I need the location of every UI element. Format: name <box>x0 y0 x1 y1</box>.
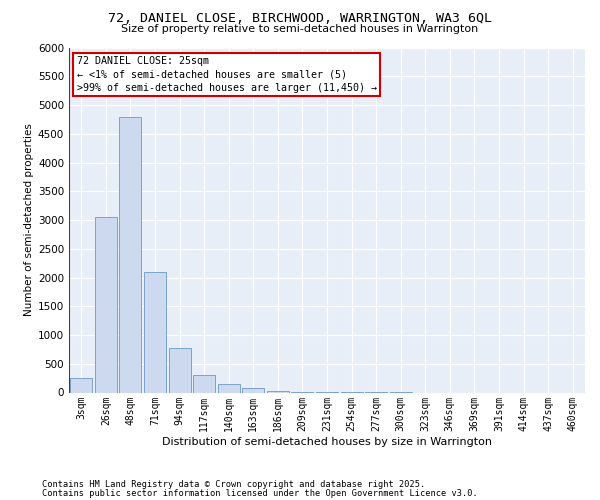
Bar <box>169 348 191 393</box>
Bar <box>70 378 92 392</box>
Bar <box>119 116 142 392</box>
Bar <box>144 272 166 392</box>
X-axis label: Distribution of semi-detached houses by size in Warrington: Distribution of semi-detached houses by … <box>162 438 492 448</box>
Bar <box>242 388 265 392</box>
Text: 72, DANIEL CLOSE, BIRCHWOOD, WARRINGTON, WA3 6QL: 72, DANIEL CLOSE, BIRCHWOOD, WARRINGTON,… <box>108 12 492 26</box>
Bar <box>193 374 215 392</box>
Text: Contains HM Land Registry data © Crown copyright and database right 2025.: Contains HM Land Registry data © Crown c… <box>42 480 425 489</box>
Text: 72 DANIEL CLOSE: 25sqm
← <1% of semi-detached houses are smaller (5)
>99% of sem: 72 DANIEL CLOSE: 25sqm ← <1% of semi-det… <box>77 56 377 92</box>
Bar <box>267 391 289 392</box>
Text: Size of property relative to semi-detached houses in Warrington: Size of property relative to semi-detach… <box>121 24 479 34</box>
Bar <box>218 384 240 392</box>
Text: Contains public sector information licensed under the Open Government Licence v3: Contains public sector information licen… <box>42 489 478 498</box>
Bar <box>95 217 117 392</box>
Y-axis label: Number of semi-detached properties: Number of semi-detached properties <box>24 124 34 316</box>
